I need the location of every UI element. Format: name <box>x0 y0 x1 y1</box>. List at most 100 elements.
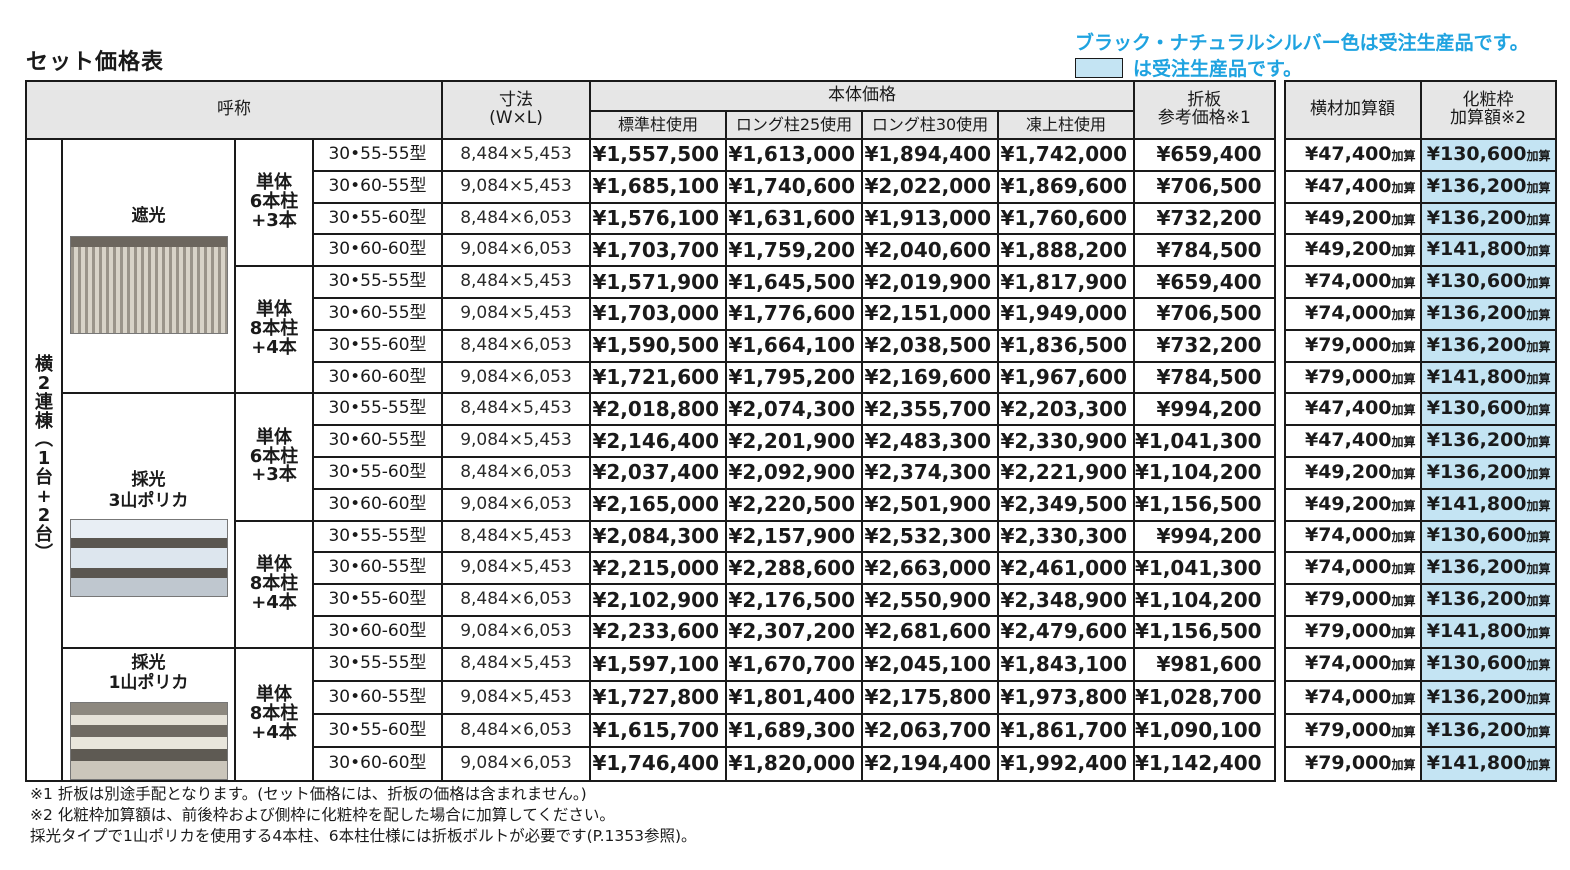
vertical-char: + <box>36 486 52 508</box>
addon-suffix: 加算 <box>1526 244 1551 259</box>
table-row: 30•55-60型 8,484×6,053 ¥1,615,700 ¥1,689,300… <box>26 713 1557 749</box>
long-post-25-price: ¥2,288,600 <box>725 551 863 586</box>
long-post-25-price: ¥2,157,900 <box>725 519 863 554</box>
standard-post-price: ¥1,727,800 <box>589 679 727 716</box>
column-gap <box>1274 234 1285 267</box>
beam-addon-value: ¥79,000 <box>1304 588 1392 611</box>
dimension-cell: 9,084×5,453 <box>441 169 591 204</box>
makeup-addon-value: ¥141,800 <box>1426 365 1527 388</box>
frost-post-price: ¥2,461,000 <box>997 551 1135 586</box>
post-set-line2: 8本柱 <box>249 318 299 340</box>
footnote-1: ※1 折板は別途手配となります。(セット価格には、折板の価格は含まれません。) <box>30 785 587 803</box>
standard-post-price: ¥1,703,000 <box>589 296 727 331</box>
header-makeup: 化粧枠 加算額※2 <box>1419 80 1557 140</box>
header-body-price: 本体価格 <box>589 80 1135 112</box>
column-gap <box>1274 747 1285 781</box>
frost-post-price: ¥2,203,300 <box>997 392 1135 427</box>
beam-addon-value: ¥47,400 <box>1304 429 1392 452</box>
dimension-cell: 9,084×6,053 <box>441 614 591 649</box>
beam-addon-cell: ¥79,000加算 <box>1283 614 1422 649</box>
frost-post-price: ¥2,348,900 <box>997 583 1135 617</box>
column-gap <box>1274 266 1285 298</box>
dimension-cell: 8,484×6,053 <box>441 328 591 363</box>
table-row: 30•55-60型 8,484×6,053 ¥2,102,900 ¥2,176,500… <box>26 583 1557 617</box>
standard-post-price: ¥1,571,900 <box>589 265 727 299</box>
page-title: セット価格表 <box>26 50 165 75</box>
standard-post-price: ¥1,590,500 <box>589 328 727 363</box>
makeup-addon-cell: ¥141,800加算 <box>1419 233 1557 268</box>
column-gap <box>1274 615 1285 648</box>
vertical-char: 台 <box>35 523 53 545</box>
table-row: 30•55-60型 8,484×6,053 ¥1,590,500 ¥1,664,100… <box>26 328 1557 363</box>
makeup-addon-value: ¥136,200 <box>1426 174 1527 197</box>
vertical-char: ︶ <box>35 542 53 564</box>
fold-reference-price: ¥1,156,500 <box>1133 614 1276 649</box>
model-cell: 30•60-60型 <box>312 746 443 782</box>
addon-suffix: 加算 <box>1526 276 1551 291</box>
column-gap <box>1274 552 1285 585</box>
long-post-30-price: ¥1,913,000 <box>861 201 999 236</box>
model-cell: 30•55-60型 <box>312 713 443 749</box>
post-set-line3: +4本 <box>251 337 297 359</box>
header-makeup-line1: 化粧枠 <box>1462 90 1514 111</box>
post-set-line3: +4本 <box>251 721 297 743</box>
dimension-cell: 9,084×5,453 <box>441 296 591 331</box>
fold-reference-price: ¥659,400 <box>1133 138 1276 172</box>
header-beam: 横材加算額 <box>1283 80 1422 140</box>
addon-suffix: 加算 <box>1526 498 1551 513</box>
beam-addon-cell: ¥74,000加算 <box>1283 646 1422 682</box>
addon-suffix: 加算 <box>1526 339 1551 354</box>
model-cell: 30•55-55型 <box>312 265 443 299</box>
addon-suffix: 加算 <box>1526 371 1551 386</box>
makeup-addon-value: ¥141,800 <box>1426 238 1527 261</box>
addon-suffix: 加算 <box>1391 212 1416 227</box>
dimension-cell: 9,084×6,053 <box>441 746 591 782</box>
long-post-25-price: ¥1,776,600 <box>725 296 863 331</box>
beam-addon-value: ¥79,000 <box>1304 751 1392 774</box>
table-row: 30•60-60型 9,084×6,053 ¥2,165,000 ¥2,220,500… <box>26 487 1557 522</box>
table-row: 30•60-60型 9,084×6,053 ¥1,721,600 ¥1,795,200… <box>26 360 1557 395</box>
beam-addon-value: ¥79,000 <box>1304 718 1392 741</box>
header-dimension-line1: 寸法 <box>499 90 533 111</box>
standard-post-price: ¥1,703,700 <box>589 233 727 268</box>
standard-post-price: ¥2,084,300 <box>589 519 727 554</box>
table-row: 30•55-60型 8,484×6,053 ¥1,576,100 ¥1,631,600… <box>26 201 1557 236</box>
makeup-addon-value: ¥141,800 <box>1426 619 1527 642</box>
table-row: 30•60-60型 9,084×6,053 ¥1,746,400 ¥1,820,000… <box>26 746 1557 782</box>
model-cell: 30•60-55型 <box>312 679 443 716</box>
type-label-line2: 1山ポリカ <box>108 673 189 694</box>
beam-addon-value: ¥47,400 <box>1304 142 1392 165</box>
post-set-line2: 8本柱 <box>249 572 299 594</box>
beam-addon-value: ¥49,200 <box>1304 238 1392 261</box>
beam-addon-value: ¥74,000 <box>1304 556 1392 579</box>
post-set-line1: 単体 <box>256 299 292 321</box>
frost-post-price: ¥1,967,600 <box>997 360 1135 395</box>
fold-reference-price: ¥732,200 <box>1133 328 1276 363</box>
footnotes: ※1 折板は別途手配となります。(セット価格には、折板の価格は含まれません。) … <box>30 784 697 847</box>
long-post-25-price: ¥2,074,300 <box>725 392 863 427</box>
frost-post-price: ¥2,479,600 <box>997 614 1135 649</box>
vertical-char: 横 <box>35 353 53 375</box>
model-cell: 30•60-60型 <box>312 233 443 268</box>
table-row: 30•60-55型 9,084×5,453 ¥1,685,100 ¥1,740,600… <box>26 169 1557 204</box>
model-cell: 30•55-60型 <box>312 583 443 617</box>
addon-suffix: 加算 <box>1526 562 1551 577</box>
frost-post-price: ¥2,349,500 <box>997 487 1135 522</box>
model-cell: 30•60-55型 <box>312 424 443 458</box>
price-table: 呼称 寸法 (W×L) 本体価格 折板 参考価格※1 横材加算額 化粧枠 加算額… <box>25 80 1557 782</box>
table-row: 30•55-60型 8,484×6,053 ¥2,037,400 ¥2,092,900… <box>26 455 1557 490</box>
makeup-addon-cell: ¥136,200加算 <box>1419 455 1557 490</box>
long-post-25-price: ¥1,631,600 <box>725 201 863 236</box>
long-post-30-price: ¥2,532,300 <box>861 519 999 554</box>
vertical-char: 連 <box>35 391 53 413</box>
addon-suffix: 加算 <box>1391 562 1416 577</box>
frost-post-price: ¥2,330,900 <box>997 424 1135 458</box>
legend-swatch <box>1075 57 1123 78</box>
fold-reference-price: ¥994,200 <box>1133 519 1276 554</box>
beam-addon-value: ¥79,000 <box>1304 365 1392 388</box>
column-gap <box>1274 680 1285 715</box>
dimension-cell: 8,484×5,453 <box>441 138 591 172</box>
makeup-addon-value: ¥130,600 <box>1426 270 1527 293</box>
model-cell: 30•60-60型 <box>312 614 443 649</box>
fold-reference-price: ¥1,156,500 <box>1133 487 1276 522</box>
